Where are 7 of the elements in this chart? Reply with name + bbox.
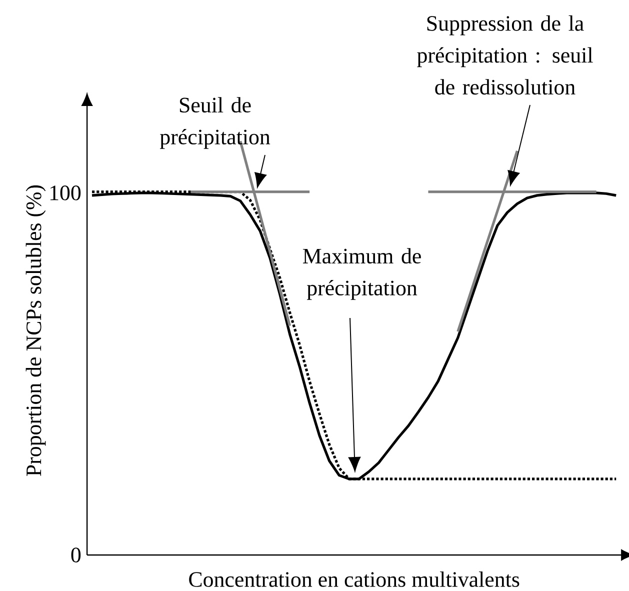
y-tick-label: 0 <box>71 548 81 562</box>
x-axis-title: Concentration en cations multivalents <box>189 571 520 587</box>
annotation: Seuil de précipitation <box>160 97 270 149</box>
text: Suppression de la précipitation : seuil de redissolution <box>417 15 593 95</box>
annotation: Maximum de précipitation <box>302 248 421 300</box>
y-axis-title: Proportion de NCPs solubles (%) <box>26 185 46 476</box>
y-tick-label: 100 <box>50 186 81 200</box>
